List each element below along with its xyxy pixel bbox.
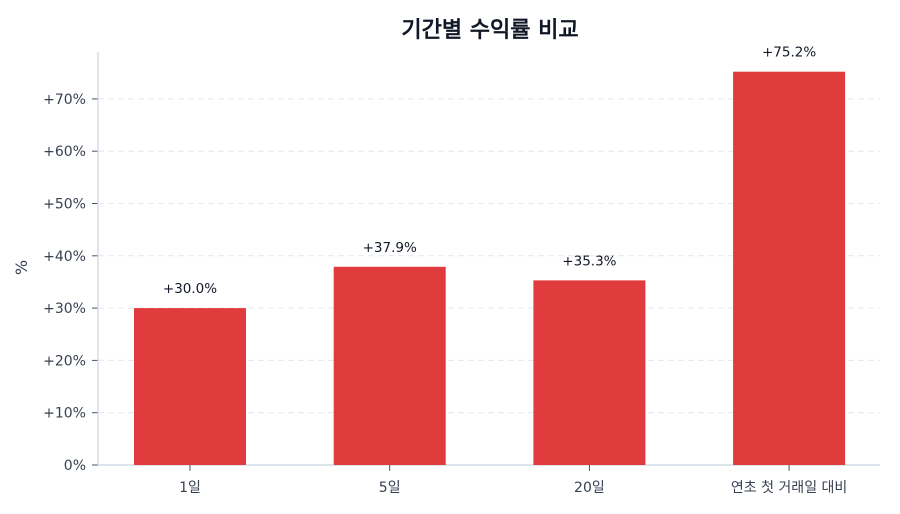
x-tick-label: 20일 (574, 480, 605, 496)
x-tick-label: 1일 (179, 480, 201, 496)
y-tick-label: +10% (43, 406, 86, 422)
bar-value-label: +37.9% (363, 240, 417, 256)
bar[interactable] (533, 280, 646, 465)
bar[interactable] (733, 71, 846, 465)
y-tick-label: +60% (43, 144, 86, 160)
bar-value-label: +30.0% (163, 281, 217, 297)
y-tick-label: +70% (43, 92, 86, 108)
chart-title: 기간별 수익률 비교 (401, 18, 579, 43)
y-tick-label: +20% (43, 353, 86, 369)
bar[interactable] (333, 266, 446, 465)
x-tick-label: 연초 첫 거래일 대비 (731, 480, 847, 496)
x-tick-label: 5일 (379, 480, 401, 496)
y-tick-label: 0% (64, 458, 86, 474)
y-tick-label: +50% (43, 197, 86, 213)
bar-value-label: +35.3% (562, 253, 616, 269)
y-tick-label: +40% (43, 249, 86, 265)
bar-value-label: +75.2% (762, 45, 816, 61)
y-tick-label: +30% (43, 301, 86, 317)
bar[interactable] (134, 308, 246, 465)
